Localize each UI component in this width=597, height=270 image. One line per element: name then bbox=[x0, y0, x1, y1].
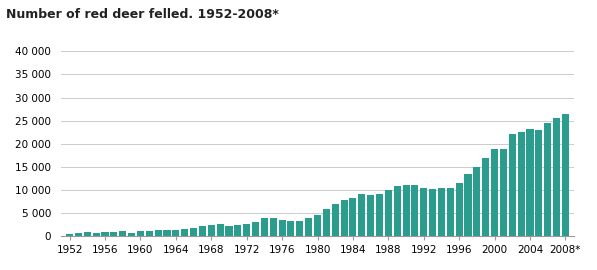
Bar bbox=[553, 118, 560, 236]
Bar bbox=[482, 158, 490, 236]
Bar bbox=[438, 188, 445, 236]
Bar bbox=[137, 231, 144, 236]
Bar bbox=[527, 129, 534, 236]
Bar bbox=[500, 149, 507, 236]
Bar bbox=[110, 232, 118, 236]
Bar bbox=[340, 200, 347, 236]
Bar bbox=[208, 225, 215, 236]
Bar bbox=[349, 198, 356, 236]
Bar bbox=[164, 230, 171, 236]
Bar bbox=[305, 218, 312, 236]
Text: Number of red deer felled. 1952-2008*: Number of red deer felled. 1952-2008* bbox=[6, 8, 279, 21]
Bar bbox=[75, 233, 82, 236]
Bar bbox=[376, 194, 383, 236]
Bar bbox=[243, 224, 250, 236]
Bar bbox=[199, 226, 206, 236]
Bar bbox=[491, 149, 498, 236]
Bar bbox=[119, 231, 126, 236]
Bar bbox=[93, 233, 100, 236]
Bar bbox=[270, 218, 277, 236]
Bar bbox=[66, 234, 73, 236]
Bar bbox=[393, 186, 401, 236]
Bar bbox=[128, 233, 135, 236]
Bar bbox=[279, 220, 285, 236]
Bar bbox=[261, 218, 268, 236]
Bar bbox=[84, 232, 91, 236]
Bar bbox=[447, 188, 454, 236]
Bar bbox=[420, 188, 427, 236]
Bar bbox=[562, 114, 569, 236]
Bar bbox=[314, 215, 321, 236]
Bar bbox=[226, 226, 232, 236]
Bar bbox=[101, 232, 109, 236]
Bar bbox=[544, 123, 551, 236]
Bar bbox=[509, 134, 516, 236]
Bar bbox=[518, 132, 525, 236]
Bar bbox=[358, 194, 365, 236]
Bar bbox=[155, 230, 162, 236]
Bar bbox=[217, 224, 224, 236]
Bar bbox=[429, 189, 436, 236]
Bar bbox=[367, 195, 374, 236]
Bar bbox=[464, 174, 472, 236]
Bar bbox=[385, 190, 392, 236]
Bar bbox=[190, 228, 197, 236]
Bar bbox=[473, 167, 481, 236]
Bar bbox=[252, 222, 259, 236]
Bar bbox=[287, 221, 294, 236]
Bar bbox=[146, 231, 153, 236]
Bar bbox=[323, 209, 330, 236]
Bar bbox=[456, 183, 463, 236]
Bar bbox=[536, 130, 543, 236]
Bar bbox=[411, 185, 418, 236]
Bar bbox=[332, 204, 338, 236]
Bar bbox=[402, 185, 410, 236]
Bar bbox=[173, 230, 179, 236]
Bar bbox=[296, 221, 303, 236]
Bar bbox=[234, 225, 241, 236]
Bar bbox=[181, 229, 188, 236]
